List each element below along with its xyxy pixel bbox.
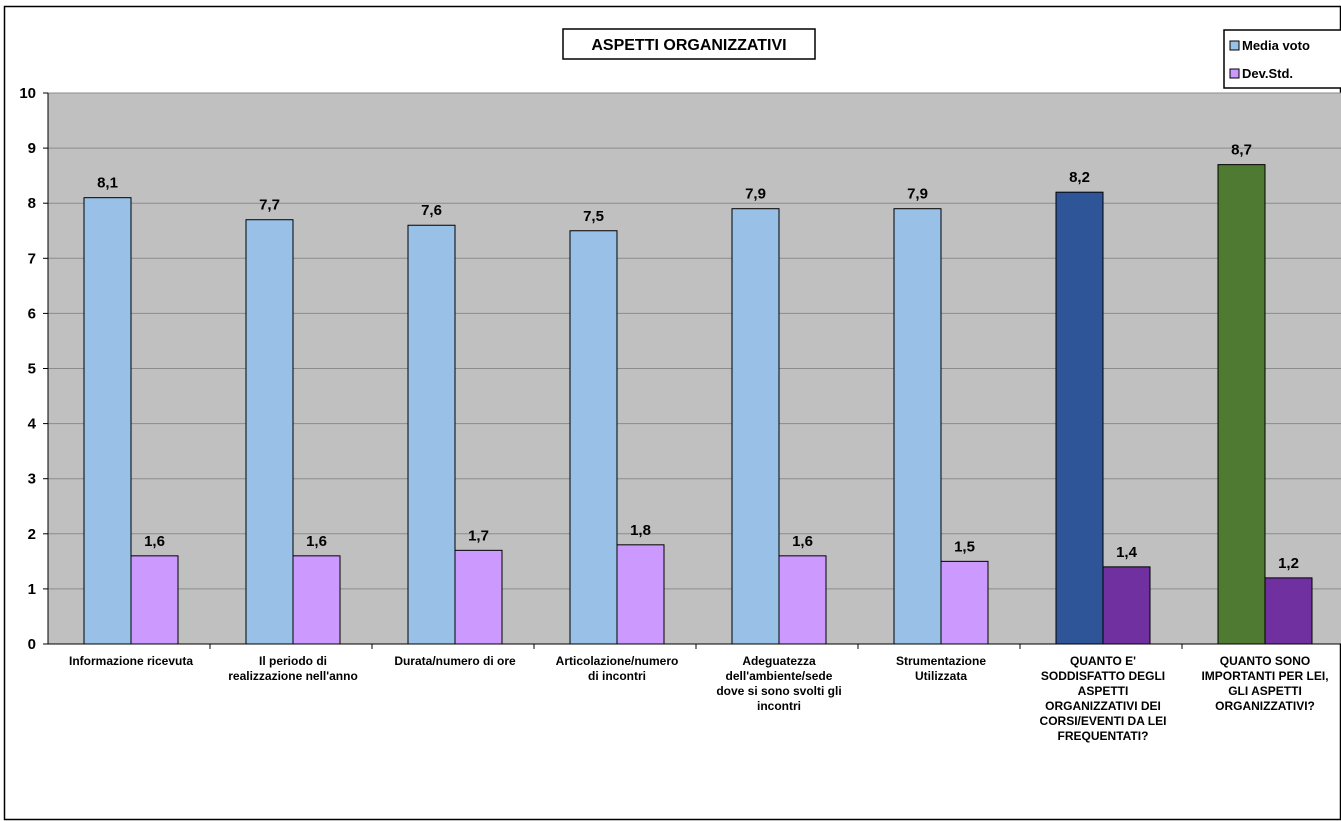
x-category-label: ORGANIZZATIVI DEI	[1045, 699, 1161, 713]
legend-label: Media voto	[1242, 38, 1310, 53]
y-tick-label: 8	[28, 195, 36, 212]
chart-title: ASPETTI ORGANIZZATIVI	[591, 37, 786, 54]
bar-media-voto	[1217, 164, 1266, 645]
x-category-label: ASPETTI	[1078, 684, 1129, 698]
y-tick-label: 10	[19, 85, 36, 102]
bar-media-voto	[83, 197, 132, 645]
data-label: 1,7	[468, 527, 489, 544]
y-tick-label: 6	[28, 305, 36, 322]
x-category-label: QUANTO E'	[1070, 654, 1136, 668]
data-label: 7,9	[907, 186, 928, 203]
bar-media-voto	[1055, 191, 1104, 645]
x-category-label: CORSI/EVENTI DA LEI	[1040, 714, 1167, 728]
data-label: 1,8	[630, 522, 651, 539]
legend-swatch	[1229, 40, 1240, 51]
y-tick-label: 2	[28, 526, 36, 543]
legend-label: Dev.Std.	[1242, 66, 1293, 81]
bar-dev-std	[940, 560, 989, 645]
chart-title-box	[562, 28, 816, 60]
bar-dev-std	[1264, 577, 1313, 645]
bar-media-voto	[245, 219, 294, 645]
bar-media-voto	[731, 208, 780, 645]
x-category-label: Strumentazione	[896, 654, 986, 668]
y-tick-label: 9	[28, 140, 36, 157]
y-tick-label: 3	[28, 471, 36, 488]
x-category-label: Il periodo di	[259, 654, 327, 668]
data-label: 1,4	[1116, 544, 1138, 561]
x-category-label: incontri	[757, 699, 801, 713]
x-category-label: Durata/numero di ore	[394, 654, 516, 668]
bar-dev-std	[616, 544, 665, 645]
bar-media-voto	[569, 230, 618, 645]
data-label: 1,5	[954, 538, 975, 555]
x-category-label: FREQUENTATI?	[1058, 729, 1149, 743]
x-category-label: dove si sono svolti gli	[716, 684, 841, 698]
data-label: 7,7	[259, 197, 280, 214]
x-category-label: Informazione ricevuta	[69, 654, 193, 668]
legend-swatch	[1229, 68, 1240, 79]
data-label: 8,7	[1231, 142, 1252, 159]
x-category-label: QUANTO SONO	[1220, 654, 1310, 668]
bar-media-voto	[407, 224, 456, 645]
legend-box	[1223, 29, 1341, 89]
bar-dev-std	[1102, 566, 1151, 645]
x-category-label: Articolazione/numero	[556, 654, 679, 668]
x-category-label: ORGANIZZATIVI?	[1215, 699, 1315, 713]
data-label: 1,2	[1278, 555, 1299, 572]
x-category-label: di incontri	[588, 669, 646, 683]
bar-dev-std	[130, 555, 179, 645]
y-tick-label: 4	[28, 416, 37, 433]
x-category-label: SODDISFATTO DEGLI	[1041, 669, 1165, 683]
x-category-label: Adeguatezza	[742, 654, 816, 668]
data-label: 1,6	[792, 533, 813, 550]
data-label: 7,6	[421, 202, 442, 219]
bar-dev-std	[292, 555, 341, 645]
data-label: 8,1	[97, 175, 118, 192]
x-category-label: Utilizzata	[915, 669, 967, 683]
y-tick-label: 5	[28, 361, 36, 378]
bar-dev-std	[778, 555, 827, 645]
y-tick-label: 7	[28, 250, 36, 267]
y-tick-label: 0	[28, 636, 36, 653]
data-label: 1,6	[306, 533, 327, 550]
data-label: 7,5	[583, 208, 604, 225]
x-category-label: GLI ASPETTI	[1228, 684, 1302, 698]
bar-media-voto	[893, 208, 942, 645]
data-label: 1,6	[144, 533, 165, 550]
x-category-label: dell'ambiente/sede	[726, 669, 833, 683]
data-label: 8,2	[1069, 169, 1090, 186]
y-tick-label: 1	[28, 581, 36, 598]
data-label: 7,9	[745, 186, 766, 203]
x-category-label: realizzazione nell'anno	[228, 669, 358, 683]
x-category-label: IMPORTANTI PER LEI,	[1201, 669, 1328, 683]
bar-dev-std	[454, 549, 503, 645]
